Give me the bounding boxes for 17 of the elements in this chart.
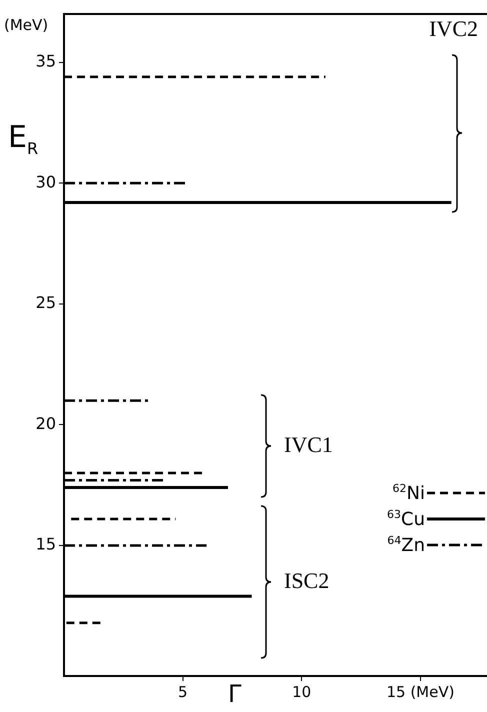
text: (MeV) [4,16,48,34]
annotation: ISC2 [284,568,330,593]
x-tick-label: 15 (MeV) [386,682,454,701]
x-tick-label: 5 [178,682,188,701]
x-tick-label: 10 [292,682,312,701]
y-tick-label: 25 [36,293,56,312]
annotation: IVC2 [429,16,478,41]
y-tick-label: 35 [36,51,56,70]
y-tick-label: 30 [36,172,56,192]
y-tick-label: 20 [36,414,56,433]
legend-label: $^{64}$Zn [387,534,425,556]
legend-label: $^{63}$Cu [387,508,425,530]
legend-label: $^{62}$Ni [392,482,425,504]
y-axis-title: E$_{R}$ [8,120,38,158]
annotation: IVC1 [284,432,333,457]
y-tick-label: 15 [36,534,56,554]
x-axis-title: Γ [228,680,242,708]
